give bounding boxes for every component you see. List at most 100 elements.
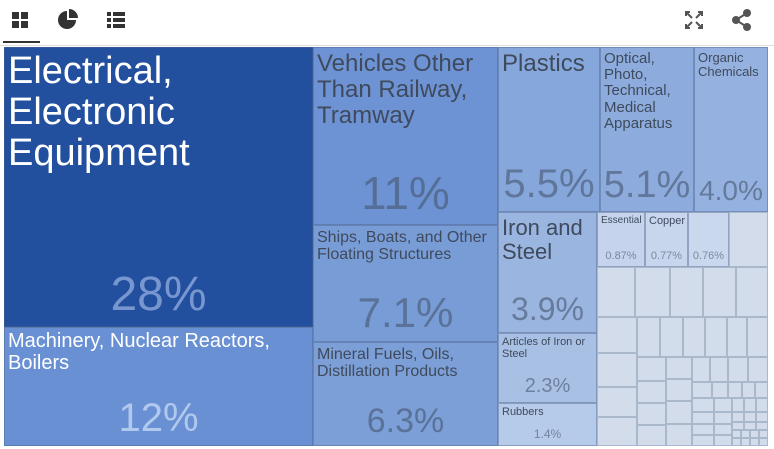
fullscreen-button[interactable] [685,11,703,29]
minor-tile [637,357,666,381]
tile-value-label: 3.9% [511,291,584,327]
tile-label: Rubbers [502,406,544,418]
minor-tile [692,424,714,435]
minor-tile [759,430,768,438]
tile-value-label: 7.1% [357,289,454,336]
minor-tile [732,430,741,438]
minor-tile [756,412,768,422]
minor-tile [637,317,660,357]
treemap-tile: Electrical, Electronic Equipment 28% [4,47,313,327]
treemap-tile: Articles of Iron or Steel 2.3% [498,333,597,403]
tile-label: Iron and Steel [502,215,583,264]
tile-value-label: 0.87% [605,250,637,262]
tile-value-label: 2.3% [524,375,571,397]
minor-tile [750,438,759,446]
minor-tile [732,422,744,430]
minor-tile [710,357,728,382]
minor-tile [692,412,714,424]
tile-value-label: 0.76% [692,250,725,262]
tile-label: Copper [649,215,686,227]
minor-tile [660,317,683,357]
tile-label: Organic Chemicals [698,50,759,80]
minor-tile [744,398,756,412]
treemap-tile: Rubbers 1.4% [498,403,597,446]
minor-tile [756,422,768,430]
minor-tile [729,212,768,267]
minor-tile [755,382,768,398]
minor-tile [759,438,768,446]
tile-label: Electrical, Electronic Equipment [8,50,190,175]
tile-label: Essential Oils,... [601,215,644,226]
minor-tile [666,379,692,401]
tile-label: Machinery, Nuclear Reactors, Boilers [8,330,270,374]
tile-value-label: 0.77% [650,250,683,262]
minor-tile [714,435,732,446]
tile-value-label: 12% [118,396,199,440]
tile-label: Optical, Photo, Technical, Medical Appar… [604,50,673,132]
minor-tile [666,357,692,379]
toolbar [0,9,774,46]
treemap-tile: Essential Oils,... 0.87% [597,212,645,267]
minor-tile [741,430,750,438]
minor-tile [714,424,732,435]
minor-tile [597,387,637,417]
tile-value-label: 1.4% [533,427,562,441]
treemap-tile: Organic Chemicals 4.0% [694,47,768,212]
pie-view-button[interactable] [58,9,78,29]
minor-tile [597,417,637,446]
minor-tile [692,382,712,398]
share-button[interactable] [732,9,751,31]
treemap-tile: Iron and Steel 3.9% [498,212,597,333]
minor-tile [666,424,692,446]
treemap-tile: 0.76% [688,212,729,267]
tile-label: Mineral Fuels, Oils, Distillation Produc… [317,346,458,381]
minor-tile [692,398,714,412]
minor-tile [741,438,750,446]
minor-tile [670,267,703,317]
tile-value-label: 5.1% [603,164,691,206]
tile-value-label: 28% [110,268,207,321]
tile-value-label: 6.3% [366,402,445,440]
treemap-view-button[interactable] [12,12,28,28]
minor-tile [736,267,768,317]
minor-tile [750,430,759,438]
treemap-tile: Copper 0.77% [645,212,688,267]
tile-label: Ships, Boats, and Other Floating Structu… [317,229,487,264]
minor-tile [692,435,714,446]
minor-tile [728,357,748,382]
minor-tile [703,267,736,317]
minor-tile [635,267,670,317]
list-view-button[interactable] [107,12,125,28]
treemap-tile: Machinery, Nuclear Reactors, Boilers 12% [4,327,313,446]
treemap-tile: Mineral Fuels, Oils, Distillation Produc… [313,342,498,446]
treemap-tile: Vehicles Other Than Railway, Tramway 11% [313,47,498,225]
minor-tile [732,412,744,422]
minor-tile [597,317,637,353]
minor-tile [744,412,756,422]
tile-label: Articles of Iron or Steel [502,336,586,360]
minor-tile [748,357,768,382]
minor-tile [728,382,742,398]
minor-tile [714,398,732,412]
minor-tile [637,381,666,403]
minor-tile [637,425,666,446]
tile-label: Plastics [502,50,585,77]
minor-tile [692,357,710,382]
minor-tile [756,398,768,412]
minor-tile [712,382,728,398]
tile-value-label: 5.5% [503,162,595,206]
minor-tile [597,353,637,387]
tile-value-label: 11% [361,167,450,219]
minor-tile [597,267,635,317]
minor-tile [744,422,756,430]
treemap-tile: Ships, Boats, and Other Floating Structu… [313,225,498,342]
minor-tile [683,317,705,357]
minor-tile [714,412,732,424]
minor-tile [666,401,692,424]
minor-tile [742,382,755,398]
minor-tile [732,398,744,412]
minor-tile [732,438,741,446]
minor-tile [637,403,666,425]
minor-tile [747,317,768,357]
tile-value-label: 4.0% [699,175,763,206]
